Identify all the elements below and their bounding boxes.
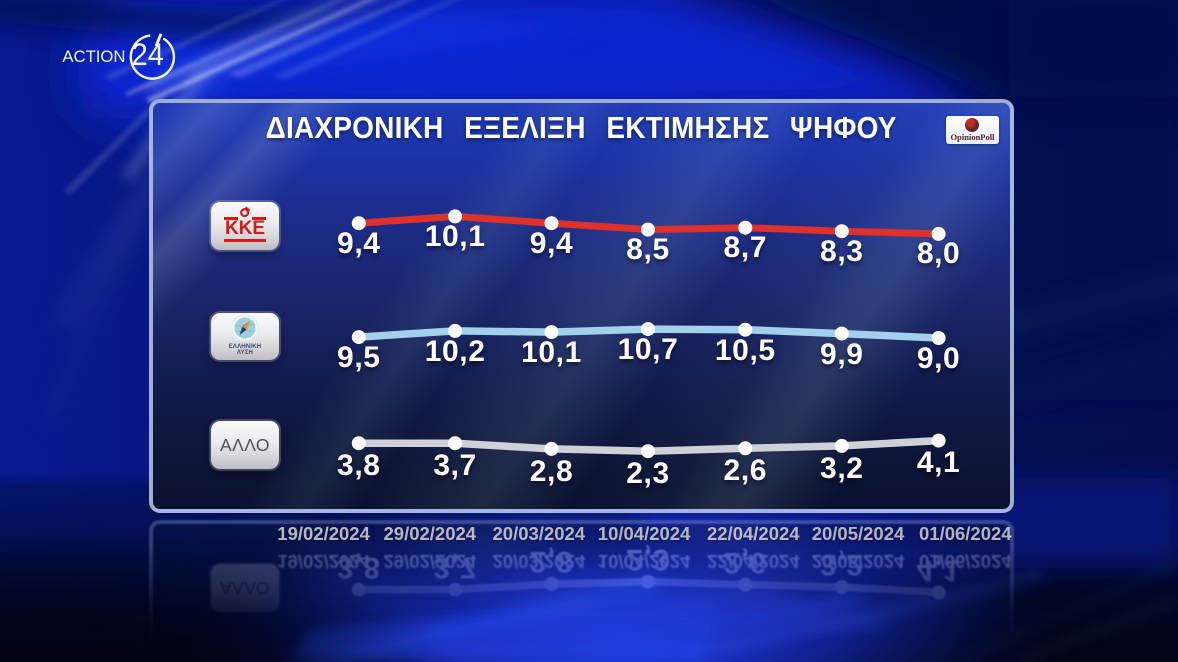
svg-text:ACTION: ACTION	[62, 47, 125, 66]
